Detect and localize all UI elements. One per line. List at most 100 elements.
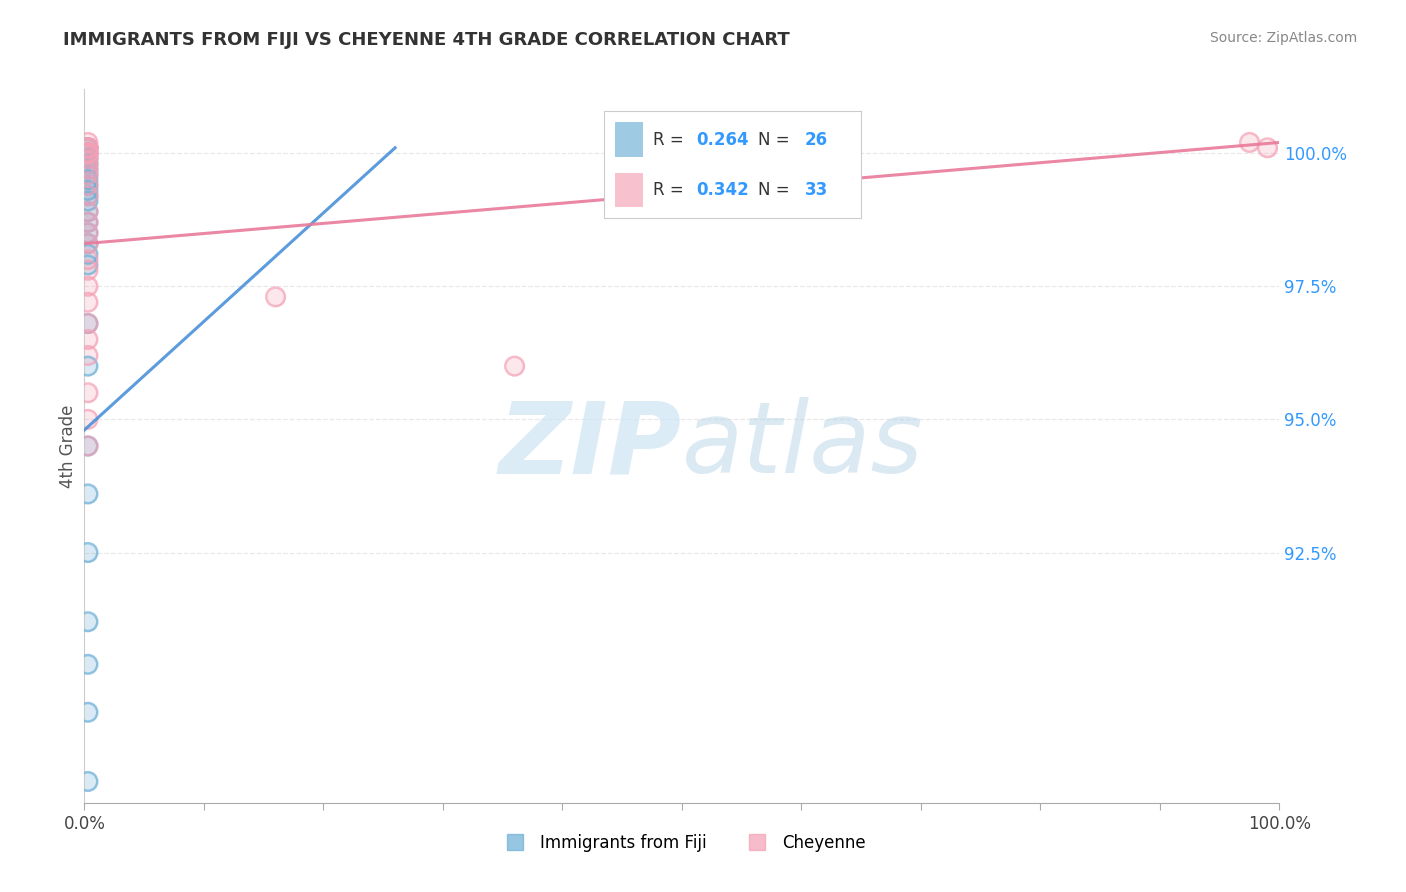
Point <box>77 247 100 261</box>
Point <box>77 168 100 182</box>
Text: IMMIGRANTS FROM FIJI VS CHEYENNE 4TH GRADE CORRELATION CHART: IMMIGRANTS FROM FIJI VS CHEYENNE 4TH GRA… <box>63 31 790 49</box>
Point <box>77 152 100 166</box>
Point <box>77 146 100 161</box>
Legend: Immigrants from Fiji, Cheyenne: Immigrants from Fiji, Cheyenne <box>492 828 872 859</box>
Point <box>77 215 100 229</box>
Point <box>77 146 100 161</box>
Point <box>77 141 100 155</box>
Point <box>77 141 100 155</box>
Point <box>77 168 100 182</box>
Point <box>77 162 100 177</box>
Text: atlas: atlas <box>682 398 924 494</box>
Point <box>77 295 100 310</box>
Point <box>77 146 100 161</box>
Point <box>77 236 100 251</box>
Point <box>77 439 100 453</box>
Point <box>77 157 100 171</box>
Point <box>77 317 100 331</box>
Point <box>77 157 100 171</box>
Point <box>77 706 100 720</box>
Point <box>1257 141 1279 155</box>
Point <box>77 152 100 166</box>
Text: Source: ZipAtlas.com: Source: ZipAtlas.com <box>1209 31 1357 45</box>
Point <box>77 657 100 672</box>
Point <box>77 141 100 155</box>
Point <box>77 168 100 182</box>
Point <box>77 258 100 272</box>
Point <box>77 258 100 272</box>
Point <box>77 317 100 331</box>
Point <box>77 439 100 453</box>
Point <box>77 317 100 331</box>
Point <box>77 141 100 155</box>
Point <box>77 188 100 202</box>
Point <box>77 226 100 240</box>
Point <box>77 706 100 720</box>
Point <box>77 183 100 197</box>
Point <box>77 333 100 347</box>
Point <box>77 215 100 229</box>
Point <box>77 215 100 229</box>
Point <box>77 157 100 171</box>
Point <box>264 290 287 304</box>
Point <box>77 178 100 192</box>
Point <box>77 263 100 277</box>
Point <box>77 226 100 240</box>
Point <box>77 774 100 789</box>
Point <box>77 615 100 629</box>
Point <box>77 263 100 277</box>
Point <box>77 657 100 672</box>
Point <box>77 157 100 171</box>
Point <box>77 252 100 267</box>
Point <box>77 317 100 331</box>
Point <box>77 204 100 219</box>
Point <box>77 141 100 155</box>
Point <box>77 194 100 208</box>
Point <box>77 141 100 155</box>
Point <box>77 141 100 155</box>
Point <box>77 162 100 177</box>
Y-axis label: 4th Grade: 4th Grade <box>59 404 77 488</box>
Point <box>77 359 100 373</box>
Point <box>77 146 100 161</box>
Point <box>77 774 100 789</box>
Point <box>77 385 100 400</box>
Point <box>77 204 100 219</box>
Point <box>77 152 100 166</box>
Point <box>77 172 100 186</box>
Point <box>77 349 100 363</box>
Point <box>503 359 526 373</box>
Point <box>77 136 100 150</box>
Point <box>77 615 100 629</box>
Point <box>77 412 100 426</box>
Point <box>77 545 100 559</box>
Point <box>77 545 100 559</box>
Point <box>77 236 100 251</box>
Point <box>77 141 100 155</box>
Point <box>77 152 100 166</box>
Point <box>77 141 100 155</box>
Point <box>77 439 100 453</box>
Point <box>77 146 100 161</box>
Point <box>77 215 100 229</box>
Point <box>77 146 100 161</box>
Point <box>77 439 100 453</box>
Point <box>77 141 100 155</box>
Point <box>77 226 100 240</box>
Point <box>77 172 100 186</box>
Point <box>77 136 100 150</box>
Point <box>77 204 100 219</box>
Point <box>77 247 100 261</box>
Point <box>77 168 100 182</box>
Text: ZIP: ZIP <box>499 398 682 494</box>
Point <box>77 162 100 177</box>
Point <box>77 194 100 208</box>
Point <box>77 178 100 192</box>
Point <box>77 487 100 501</box>
Point <box>77 412 100 426</box>
Point <box>1239 136 1261 150</box>
Point <box>77 178 100 192</box>
Point <box>77 188 100 202</box>
Point <box>77 236 100 251</box>
Point <box>1239 136 1261 150</box>
